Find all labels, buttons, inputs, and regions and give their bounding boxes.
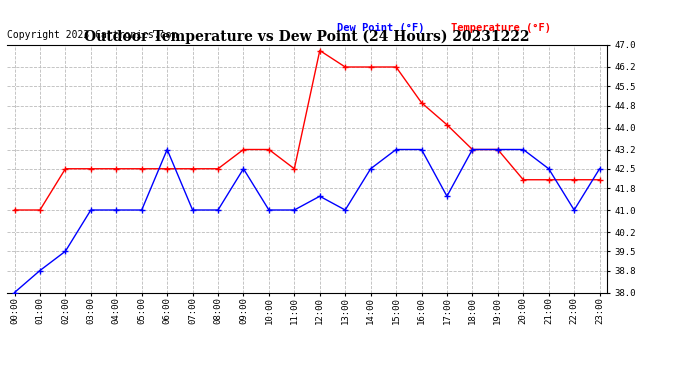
Title: Outdoor Temperature vs Dew Point (24 Hours) 20231222: Outdoor Temperature vs Dew Point (24 Hou… (84, 30, 530, 44)
Text: Copyright 2023 Cartronics.com: Copyright 2023 Cartronics.com (7, 30, 177, 40)
Text: Dew Point (°F): Dew Point (°F) (337, 23, 424, 33)
Text: Temperature (°F): Temperature (°F) (451, 23, 551, 33)
